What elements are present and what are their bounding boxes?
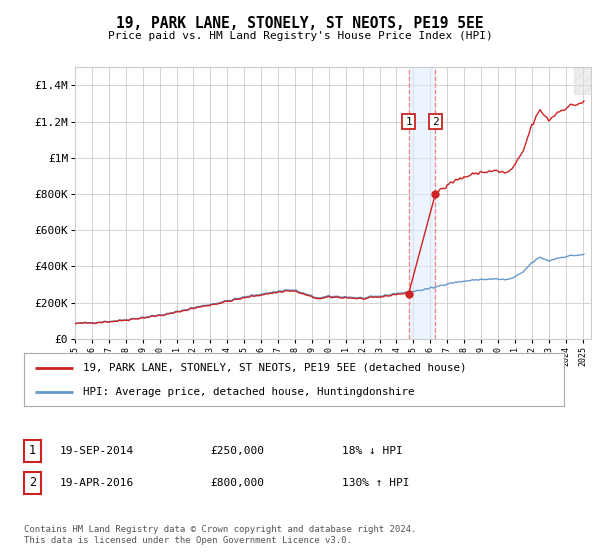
- Text: 19-SEP-2014: 19-SEP-2014: [60, 446, 134, 456]
- Polygon shape: [574, 67, 591, 94]
- Text: HPI: Average price, detached house, Huntingdonshire: HPI: Average price, detached house, Hunt…: [83, 387, 415, 397]
- Bar: [409, 67, 436, 339]
- Text: 1: 1: [405, 116, 412, 127]
- Text: 1: 1: [29, 444, 36, 458]
- Text: 2: 2: [29, 476, 36, 489]
- Text: Contains HM Land Registry data © Crown copyright and database right 2024.
This d: Contains HM Land Registry data © Crown c…: [24, 525, 416, 545]
- Text: 2: 2: [432, 116, 439, 127]
- Text: Price paid vs. HM Land Registry's House Price Index (HPI): Price paid vs. HM Land Registry's House …: [107, 31, 493, 41]
- Text: 18% ↓ HPI: 18% ↓ HPI: [342, 446, 403, 456]
- Text: 19, PARK LANE, STONELY, ST NEOTS, PE19 5EE (detached house): 19, PARK LANE, STONELY, ST NEOTS, PE19 5…: [83, 363, 467, 373]
- Text: 130% ↑ HPI: 130% ↑ HPI: [342, 478, 409, 488]
- Text: £800,000: £800,000: [210, 478, 264, 488]
- Text: 19-APR-2016: 19-APR-2016: [60, 478, 134, 488]
- Text: £250,000: £250,000: [210, 446, 264, 456]
- Text: 19, PARK LANE, STONELY, ST NEOTS, PE19 5EE: 19, PARK LANE, STONELY, ST NEOTS, PE19 5…: [116, 16, 484, 31]
